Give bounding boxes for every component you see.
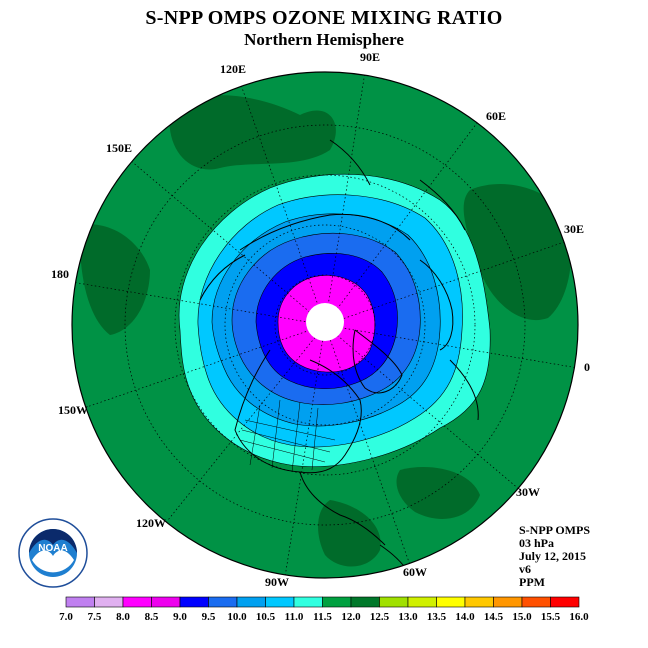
lon-label-150w: 150W (58, 403, 88, 417)
us-state-lines (239, 399, 336, 473)
coast-siberia (199, 254, 246, 301)
lon-label-90e: 90E (360, 50, 380, 64)
lon-label-90w: 90W (265, 575, 289, 589)
info-units: PPM (519, 575, 545, 589)
lon-label-30w: 30W (516, 485, 540, 499)
pole-data-gap (306, 303, 344, 341)
dark-green-patch-south (318, 500, 381, 567)
coast-central-america (299, 471, 386, 546)
info-date: July 12, 2015 (519, 549, 587, 563)
info-version: v6 (519, 562, 531, 576)
info-pressure-level: 03 hPa (519, 536, 555, 550)
coast-asia (239, 213, 411, 251)
map-border (71, 71, 579, 579)
dark-green-patch-north (169, 95, 336, 170)
map-subtitle: Northern Hemisphere (244, 30, 404, 49)
lon-label-180: 180 (51, 267, 69, 281)
latitude-circles (124, 124, 526, 526)
coast-africa (449, 359, 479, 421)
ozone-field (72, 72, 578, 578)
map-title: S-NPP OMPS OZONE MIXING RATIO (145, 7, 503, 29)
info-instrument: S-NPP OMPS (519, 523, 590, 537)
meridians (72, 72, 578, 578)
dark-green-patch-southeast (396, 467, 480, 519)
lon-label-150e: 150E (106, 141, 132, 155)
lon-label-30e: 30E (564, 222, 584, 236)
lon-label-120e: 120E (220, 62, 246, 76)
coast-india (329, 139, 371, 186)
coast-north-america (234, 349, 362, 474)
dark-green-patch-west (79, 224, 150, 335)
lon-label-60e: 60E (486, 109, 506, 123)
svg-text:NOAA: NOAA (38, 543, 67, 554)
coast-greenland (352, 329, 403, 394)
longitude-labels: 90E 60E 30E 0 30W 60W 90W 120W 150W 180 … (51, 50, 590, 589)
lon-label-60w: 60W (403, 565, 427, 579)
lon-label-0: 0 (584, 360, 590, 374)
noaa-logo: NOAA (18, 518, 88, 588)
coast-arabia (419, 179, 466, 231)
lon-label-120w: 120W (136, 516, 166, 530)
dark-green-patch-east (463, 184, 572, 321)
coast-europe (419, 259, 454, 351)
